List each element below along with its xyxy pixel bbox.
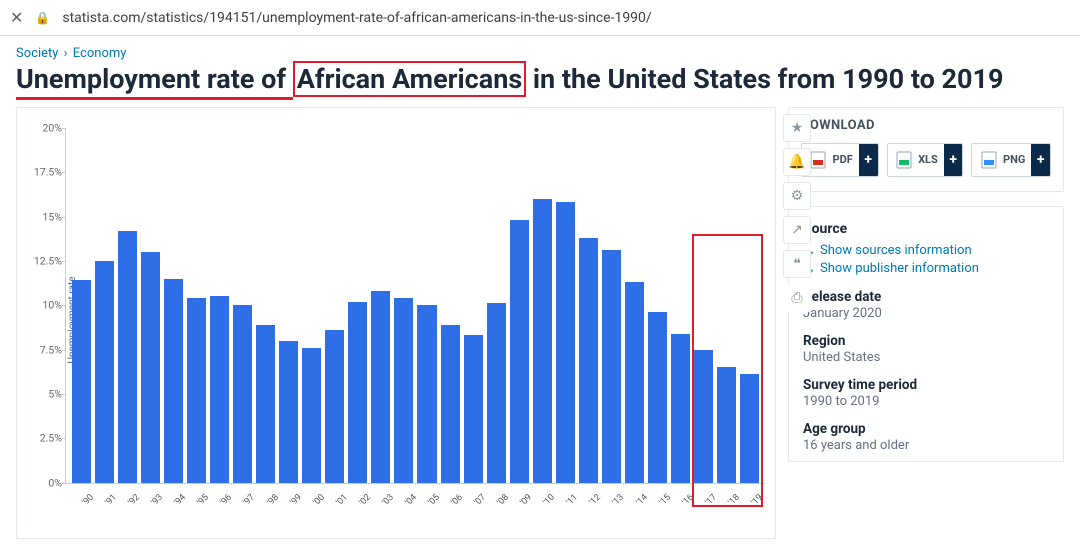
y-tick-label: 0%: [22, 476, 62, 489]
download-card: DOWNLOAD PDF+XLS+PNG+: [788, 107, 1064, 192]
chart-bar[interactable]: [441, 325, 460, 483]
chart-bars: [66, 128, 765, 483]
source-link-sources[interactable]: →Show sources information: [803, 243, 1049, 259]
chart-bar[interactable]: [717, 367, 736, 482]
download-xls-button[interactable]: XLS+: [887, 143, 964, 177]
chart-bar[interactable]: [625, 282, 644, 483]
chart-bar[interactable]: [302, 348, 321, 483]
y-tick-label: 15%: [22, 210, 62, 223]
chart-bar[interactable]: [487, 303, 506, 482]
chart-bar[interactable]: [694, 350, 713, 483]
plus-icon: +: [859, 144, 878, 176]
file-icon: [894, 149, 915, 171]
url-text[interactable]: statista.com/statistics/194151/unemploym…: [62, 10, 651, 26]
chart-bar[interactable]: [579, 238, 598, 483]
chart-bar[interactable]: [256, 325, 275, 483]
plus-icon: +: [944, 144, 963, 176]
chart-plot: 0%2.5%5%7.5%10%12.5%15%17.5%20%: [65, 128, 765, 484]
chart-bar[interactable]: [602, 250, 621, 483]
source-link-publisher[interactable]: →Show publisher information: [803, 261, 1049, 277]
chart-bar[interactable]: [556, 202, 575, 482]
file-icon: [808, 149, 829, 171]
chart-area: Unemployment rate 0%2.5%5%7.5%10%12.5%15…: [65, 120, 765, 520]
chart-bar[interactable]: [371, 291, 390, 483]
chart-bar[interactable]: [210, 296, 229, 482]
bell-icon[interactable]: 🔔: [783, 148, 811, 176]
y-tick-label: 5%: [22, 388, 62, 401]
download-buttons: PDF+XLS+PNG+: [801, 143, 1051, 177]
chart-side-icons: ★ 🔔 ⚙ ↗ ❝ ⎙: [783, 114, 811, 312]
chart-bar[interactable]: [72, 280, 91, 482]
quote-icon[interactable]: ❝: [783, 250, 811, 278]
lock-icon: 🔒: [35, 11, 50, 25]
meta-value: January 2020: [803, 306, 1049, 321]
file-icon: [978, 149, 999, 171]
chart-bar[interactable]: [648, 312, 667, 482]
share-icon[interactable]: ↗: [783, 216, 811, 244]
chart-bar[interactable]: [233, 305, 252, 483]
chart-bar[interactable]: [118, 231, 137, 483]
title-part1: Unemployment rate of: [16, 63, 293, 100]
gear-icon[interactable]: ⚙: [783, 182, 811, 210]
page-title: Unemployment rate of African Americans i…: [16, 63, 1064, 97]
chart-bar[interactable]: [671, 334, 690, 483]
title-highlight: African Americans: [293, 61, 526, 97]
y-tick-label: 17.5%: [22, 166, 62, 179]
meta-key: Region: [803, 333, 1049, 349]
download-pdf-button[interactable]: PDF+: [801, 143, 879, 177]
meta-value: United States: [803, 350, 1049, 365]
source-card: Source →Show sources information →Show p…: [788, 206, 1064, 462]
meta-key: Release date: [803, 289, 1049, 305]
breadcrumb-economy[interactable]: Economy: [73, 46, 127, 61]
chart-bar[interactable]: [740, 374, 759, 482]
close-icon[interactable]: ✕: [10, 8, 23, 27]
download-png-button[interactable]: PNG+: [971, 143, 1051, 177]
y-tick-label: 20%: [22, 121, 62, 134]
chart-bar[interactable]: [279, 341, 298, 483]
download-heading: DOWNLOAD: [801, 118, 1051, 133]
chart-card: Unemployment rate 0%2.5%5%7.5%10%12.5%15…: [16, 107, 776, 539]
source-heading: Source: [803, 221, 1049, 237]
chart-bar[interactable]: [464, 335, 483, 482]
chart-bar[interactable]: [325, 330, 344, 483]
print-icon[interactable]: ⎙: [783, 284, 811, 312]
breadcrumb-sep: ›: [62, 46, 70, 61]
breadcrumb: Society › Economy: [16, 40, 1064, 63]
meta-key: Survey time period: [803, 377, 1049, 393]
breadcrumb-society[interactable]: Society: [16, 46, 58, 61]
y-tick-label: 7.5%: [22, 343, 62, 356]
title-part2: in the United States from 1990 to 2019: [526, 63, 1003, 95]
chart-bar[interactable]: [348, 302, 367, 483]
chart-bar[interactable]: [141, 252, 160, 483]
chart-bar[interactable]: [95, 261, 114, 483]
meta-value: 1990 to 2019: [803, 394, 1049, 409]
address-bar: ✕ 🔒 statista.com/statistics/194151/unemp…: [0, 0, 1080, 36]
meta-item: Survey time period1990 to 2019: [803, 377, 1049, 409]
meta-value: 16 years and older: [803, 438, 1049, 453]
chart-bar[interactable]: [533, 199, 552, 483]
chart-bar[interactable]: [510, 220, 529, 483]
star-icon[interactable]: ★: [783, 114, 811, 142]
y-tick-label: 10%: [22, 299, 62, 312]
chart-bar[interactable]: [164, 279, 183, 483]
y-tick-label: 12.5%: [22, 254, 62, 267]
meta-key: Age group: [803, 421, 1049, 437]
plus-icon: +: [1031, 144, 1050, 176]
chart-bar[interactable]: [187, 298, 206, 483]
chart-xlabels: '90'91'92'93'94'95'96'97'98'99'00'01'02'…: [65, 484, 765, 520]
chart-bar[interactable]: [394, 298, 413, 483]
meta-item: Age group16 years and older: [803, 421, 1049, 453]
chart-bar[interactable]: [417, 305, 436, 483]
meta-item: Release dateJanuary 2020: [803, 289, 1049, 321]
y-tick-label: 2.5%: [22, 432, 62, 445]
meta-item: RegionUnited States: [803, 333, 1049, 365]
